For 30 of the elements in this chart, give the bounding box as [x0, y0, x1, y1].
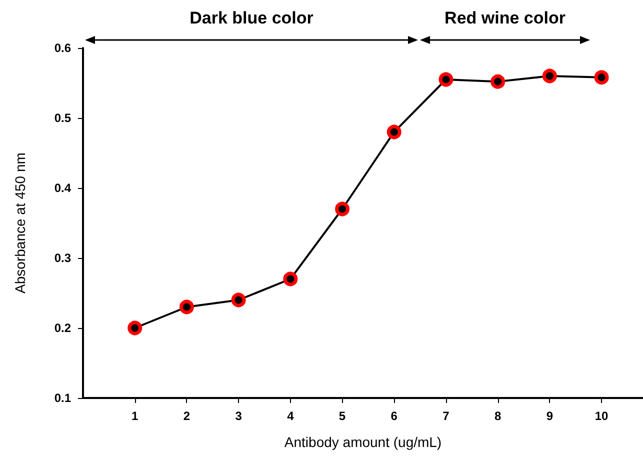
point — [283, 272, 298, 286]
point — [128, 320, 142, 336]
x-tick-label: 9 — [546, 409, 554, 423]
x-tick-label: 5 — [338, 409, 346, 423]
text: Red wine color — [444, 8, 566, 28]
x-tick-label: 8 — [494, 409, 502, 423]
point — [542, 68, 557, 84]
x-tick-label: 3 — [235, 409, 242, 423]
point — [231, 292, 246, 308]
x-axis-title: Antibody amount (ug/mL) — [284, 434, 442, 450]
y-tick-label: 0.3 — [54, 251, 72, 265]
x-tick-label: 10 — [594, 409, 609, 423]
point — [490, 74, 506, 89]
x-tick-label: 1 — [132, 409, 139, 423]
x-tick-label: 6 — [390, 409, 398, 423]
y-tick-label: 0.2 — [54, 321, 72, 335]
y-axis-title: Absorbance at 450 nm — [12, 152, 28, 294]
y-tick-label: 0.6 — [54, 41, 72, 55]
point — [335, 202, 350, 216]
y-tick-label: 0.5 — [54, 111, 72, 125]
y-tick-label: 0.1 — [54, 391, 72, 405]
x-tick-label: 2 — [183, 409, 190, 423]
point — [438, 72, 454, 87]
y-tick-label: 0.4 — [54, 181, 72, 195]
point — [179, 300, 194, 314]
text: Dark blue color — [190, 8, 314, 28]
point — [386, 124, 402, 140]
x-tick-label: 7 — [442, 409, 450, 423]
x-tick-label: 4 — [287, 409, 294, 423]
point — [594, 70, 609, 85]
